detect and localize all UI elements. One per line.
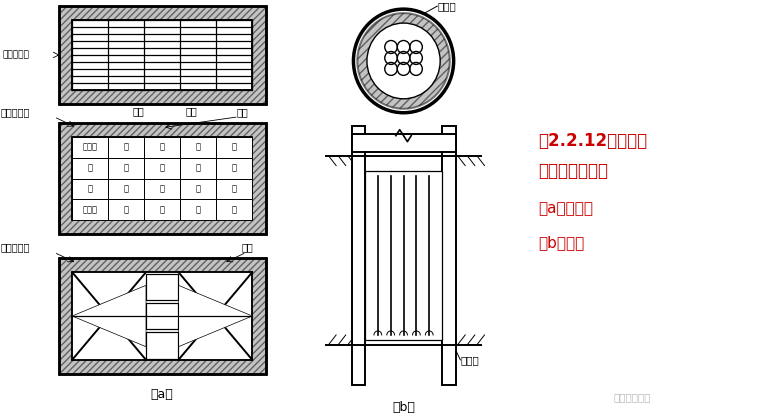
Bar	[59, 258, 266, 374]
Bar	[217, 199, 252, 220]
Text: 砂: 砂	[87, 184, 93, 193]
Bar	[180, 199, 217, 220]
Text: 水: 水	[232, 163, 237, 173]
Bar	[59, 123, 266, 234]
Text: 砂: 砂	[232, 206, 237, 214]
Text: 混凝土: 混凝土	[83, 206, 97, 214]
Text: 隔墙: 隔墙	[237, 107, 249, 117]
Bar	[72, 20, 252, 90]
Bar	[146, 303, 179, 329]
Bar	[59, 6, 266, 104]
Polygon shape	[179, 285, 252, 347]
Bar	[72, 199, 108, 220]
Text: 砂: 砂	[196, 143, 201, 151]
Bar	[59, 6, 266, 104]
Text: 砂: 砂	[232, 143, 237, 151]
Bar	[72, 158, 108, 178]
Text: 砂: 砂	[196, 184, 201, 193]
Text: 连续墙基础类型: 连续墙基础类型	[538, 161, 609, 180]
Bar	[59, 6, 266, 104]
Bar	[72, 20, 252, 90]
Circle shape	[353, 9, 454, 113]
Bar	[180, 178, 217, 199]
Bar	[72, 137, 108, 158]
Bar	[144, 158, 180, 178]
Text: 砂: 砂	[160, 184, 165, 193]
Text: 砂: 砂	[87, 163, 93, 173]
Bar	[146, 303, 179, 329]
Text: 混凝土: 混凝土	[83, 143, 97, 151]
Text: 砂: 砂	[160, 163, 165, 173]
Bar	[72, 137, 252, 220]
Bar	[217, 137, 252, 158]
Text: 筑龙路桥市政: 筑龙路桥市政	[613, 392, 651, 402]
Text: 地下连续墙: 地下连续墙	[0, 242, 30, 252]
Bar	[59, 123, 266, 234]
Text: （a）矩形；: （a）矩形；	[538, 201, 594, 216]
Text: 连续墙: 连续墙	[437, 1, 456, 11]
Text: 连续墙: 连续墙	[461, 355, 479, 365]
Polygon shape	[72, 285, 146, 347]
Bar	[72, 272, 252, 360]
Text: 地下连续墙: 地下连续墙	[0, 107, 30, 117]
Bar	[146, 332, 179, 359]
Bar	[144, 199, 180, 220]
Bar	[108, 137, 144, 158]
Bar	[72, 178, 108, 199]
Text: 砂: 砂	[124, 184, 128, 193]
Bar	[144, 178, 180, 199]
Bar	[180, 158, 217, 178]
Text: 砂: 砂	[196, 163, 201, 173]
Text: 图2.2.12部分地下: 图2.2.12部分地下	[538, 131, 648, 150]
Bar	[72, 20, 252, 90]
Text: 砂: 砂	[124, 163, 128, 173]
Bar	[352, 134, 455, 151]
Text: 砂: 砂	[196, 206, 201, 214]
Text: 地下连续墙: 地下连续墙	[3, 50, 30, 59]
Bar	[217, 158, 252, 178]
Text: 支撑: 支撑	[242, 242, 253, 252]
Text: （b）: （b）	[392, 401, 415, 414]
Text: 底板: 底板	[132, 106, 144, 116]
Bar	[180, 137, 217, 158]
Bar	[144, 137, 180, 158]
Bar	[146, 273, 179, 300]
Circle shape	[367, 23, 440, 99]
Text: 砂: 砂	[160, 143, 165, 151]
Bar	[72, 137, 252, 220]
Bar	[352, 126, 365, 385]
Bar	[146, 273, 179, 300]
Bar	[108, 178, 144, 199]
Text: 岩面: 岩面	[185, 106, 197, 116]
Text: （a）: （a）	[150, 388, 173, 401]
Circle shape	[357, 13, 450, 109]
Text: 砂: 砂	[160, 206, 165, 214]
Text: （b）圆形: （b）圆形	[538, 235, 584, 250]
Bar	[72, 272, 252, 360]
Bar	[108, 158, 144, 178]
Bar	[146, 332, 179, 359]
Text: 砂: 砂	[124, 143, 128, 151]
Bar	[365, 171, 442, 340]
Text: 水: 水	[232, 184, 237, 193]
Bar	[59, 258, 266, 374]
Bar	[72, 137, 252, 220]
Text: 砂: 砂	[124, 206, 128, 214]
Bar	[442, 126, 455, 385]
Bar	[72, 272, 252, 360]
Bar	[59, 258, 266, 374]
Bar	[59, 123, 266, 234]
Bar	[108, 199, 144, 220]
Bar	[217, 178, 252, 199]
